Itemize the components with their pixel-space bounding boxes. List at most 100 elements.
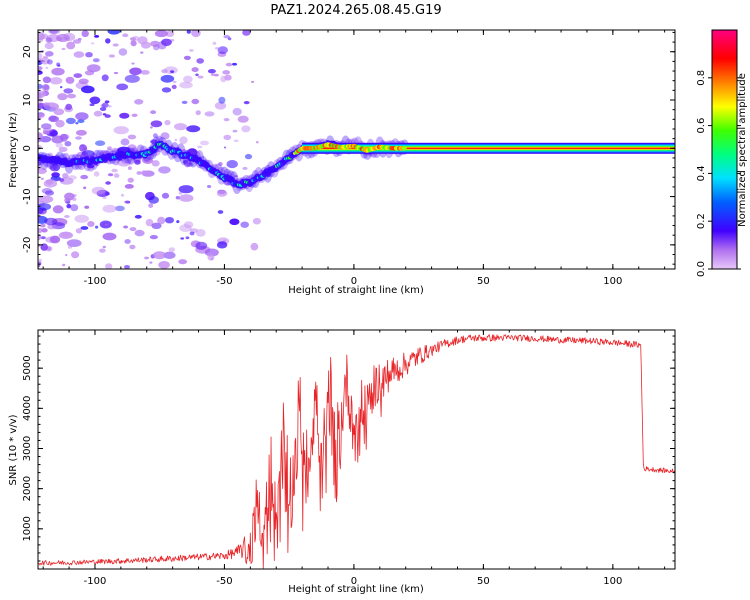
noise-blob [60,86,63,89]
noise-blob [137,36,148,45]
noise-blob [216,190,228,197]
noise-blob [197,75,204,79]
noise-blob [68,245,72,249]
colorbar-ticks: 0.0 0.2 0.4 0.6 0.8 [696,70,741,277]
noise-blob [113,126,129,135]
noise-blob [144,256,150,260]
noise-blob [124,265,130,269]
noise-blob [38,83,43,90]
noise-blob [108,54,115,58]
noise-blob [200,140,209,146]
noise-blob [51,67,65,76]
noise-blob [153,44,160,51]
noise-blob [39,112,46,118]
noise-blob [165,30,175,37]
noise-blob [116,83,129,91]
noise-blob [102,204,117,213]
noise-blob [164,119,171,126]
noise-blob [99,248,106,253]
colorbar-tick-label: 0.0 [696,261,707,277]
noise-blob [179,224,192,233]
noise-blob [152,251,167,260]
x-tick-label: 50 [477,276,490,287]
noise-blob [100,104,106,108]
noise-blob [145,218,154,227]
noise-blob [244,153,253,160]
noise-blob [67,93,76,99]
noise-blob [44,217,58,226]
noise-blob [102,196,107,199]
noise-blob [71,251,80,259]
noise-blob [210,257,214,261]
noise-blob [91,186,106,195]
noise-blob [217,210,224,214]
noise-blob [207,69,216,74]
noise-blob [161,87,172,93]
noise-blob [90,42,95,45]
colorbar: 0.0 0.2 0.4 0.6 0.8 Normalized spectral ampl… [696,29,748,277]
noise-blob [124,74,140,83]
noise-blob [107,146,112,150]
noise-blob [49,235,61,244]
noise-blob [45,179,54,185]
noise-blob [105,181,111,185]
noise-blob [176,220,180,224]
noise-blob [178,194,194,202]
noise-blob [40,236,46,240]
noise-blob [104,100,110,104]
y-tick-label: -10 [22,188,33,204]
noise-blob [175,196,180,200]
noise-blob [80,226,89,230]
noise-blob [232,62,237,66]
noise-blob [141,170,147,175]
noise-blob [179,81,193,89]
noise-blob [38,90,46,99]
noise-blob [38,216,42,221]
y-tick-label: -20 [22,237,33,253]
noise-blob [171,84,177,90]
noise-blob [124,200,129,204]
noise-blob [107,30,121,35]
colorbar-label: Normalized spectral amplitude [737,73,748,227]
noise-blob [64,215,70,218]
noise-blob [189,231,195,236]
noise-blob [38,112,45,117]
snr-frame [37,329,676,570]
noise-blob [58,146,68,153]
noise-blob [93,110,103,117]
noise-blob [223,134,232,141]
noise-blob [195,229,206,237]
noise-blob [86,64,101,73]
noise-blob [79,144,87,152]
noise-blob [65,76,75,84]
noise-blob [52,205,64,214]
noise-blob [41,228,48,233]
noise-blob [150,120,163,128]
noise-blob [101,222,111,228]
noise-blob [55,119,65,128]
noise-blob [38,168,47,174]
noise-blob [222,70,231,75]
noise-blob [210,73,215,76]
noise-blob [44,42,54,50]
noise-blob [101,102,109,108]
noise-blob [204,248,219,257]
noise-blob [229,218,240,226]
noise-blob [160,132,170,140]
colorbar-tick-label: 0.4 [696,165,707,181]
noise-blob [61,47,66,51]
noise-blob [201,245,206,249]
noise-blob [38,258,42,262]
noise-blob [136,171,142,175]
noise-blob [134,229,145,237]
noise-blob [112,43,119,47]
noise-blob [66,239,82,248]
noise-blob [183,55,191,61]
noise-blob [73,73,83,78]
x-tick-label: -50 [216,276,232,287]
noise-blob [105,38,111,44]
noise-blob [64,141,72,147]
noise-blob [224,146,226,149]
noise-blob [234,175,238,178]
noise-blob [58,231,73,239]
